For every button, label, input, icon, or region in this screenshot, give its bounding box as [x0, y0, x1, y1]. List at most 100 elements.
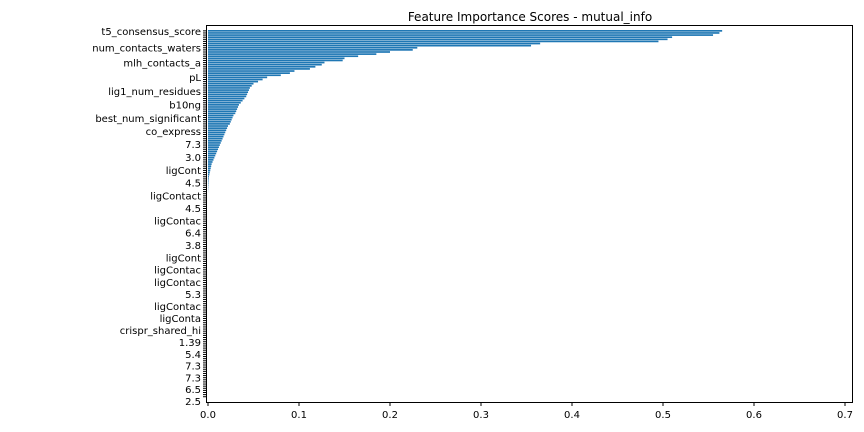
x-tick-label: 0.0: [200, 410, 216, 421]
y-tick-label: 7.3: [185, 374, 201, 385]
bar: [208, 36, 673, 39]
bar: [208, 93, 248, 96]
bar: [208, 95, 247, 98]
y-tick-label: ligContac: [154, 266, 201, 277]
y-tick-label: 7.3: [185, 140, 201, 151]
bar: [208, 51, 390, 53]
bar: [208, 161, 213, 163]
bar: [208, 57, 345, 60]
bar: [208, 123, 230, 125]
bar: [208, 38, 668, 41]
bar: [208, 167, 211, 170]
bar: [208, 125, 229, 127]
bar: [208, 142, 221, 144]
y-tick-label: 1.39: [179, 338, 201, 349]
bar: [208, 59, 343, 62]
x-tick-label: 0.1: [291, 410, 307, 421]
x-tick-label: 0.2: [382, 410, 398, 421]
bar: [208, 108, 238, 110]
bar: [208, 91, 249, 94]
y-tick-label: ligContac: [154, 302, 201, 313]
bar: [208, 156, 215, 159]
bar: [208, 178, 209, 180]
bar: [208, 104, 239, 106]
y-tick-label: 4.5: [185, 204, 201, 215]
bar: [208, 180, 209, 182]
y-tick-label: 6.4: [185, 229, 201, 240]
bar: [208, 110, 237, 113]
bar: [208, 70, 295, 72]
bar: [208, 154, 216, 157]
bar: [208, 175, 209, 178]
y-tick-label: pL: [189, 73, 201, 84]
bar: [208, 40, 659, 43]
bar: [208, 137, 223, 140]
bar: [208, 46, 418, 49]
y-tick-label: best_num_significant: [95, 114, 201, 125]
bar: [208, 61, 325, 64]
y-tick-label: t5_consensus_score: [101, 27, 201, 38]
bar: [208, 133, 225, 136]
y-tick-label: ligContac: [154, 216, 201, 227]
bar: [208, 112, 236, 115]
x-axis-ticks: 0.0 0.1 0.2 0.3 0.4 0.5 0.6 0.7: [200, 402, 853, 421]
bar: [208, 163, 212, 165]
y-tick-label: 5.4: [185, 350, 201, 361]
y-tick-label: ligContact: [150, 191, 201, 202]
y-tick-label: crispr_shared_hi: [120, 326, 201, 337]
bar: [208, 171, 210, 174]
y-tick-label: 7.3: [185, 362, 201, 373]
x-tick-label: 0.5: [655, 410, 671, 421]
y-tick-label: 2.5: [185, 397, 201, 408]
bar: [208, 53, 377, 55]
bar: [208, 76, 268, 79]
bar: [208, 74, 281, 77]
y-tick-label: ligCont: [166, 166, 201, 177]
bar: [208, 114, 234, 117]
x-tick-label: 0.4: [564, 410, 580, 421]
bar: [208, 44, 532, 47]
bar: [208, 89, 249, 91]
bar: [208, 82, 254, 85]
bar: [208, 30, 723, 32]
bar: [208, 106, 239, 108]
bar: [208, 99, 243, 102]
bar: [208, 87, 250, 89]
x-tick-label: 0.3: [473, 410, 489, 421]
bar: [208, 116, 233, 119]
bar: [208, 120, 231, 123]
y-tick-label: 6.5: [185, 385, 201, 396]
y-tick-label: ligContac: [154, 278, 201, 289]
y-tick-label: ligConta: [160, 314, 201, 325]
bar: [208, 146, 219, 149]
y-tick-label: 5.3: [185, 290, 201, 301]
y-tick-label: mlh_contacts_a: [123, 59, 201, 70]
bar: [208, 131, 226, 134]
plot-frame: [206, 25, 853, 403]
bar: [208, 135, 224, 138]
bar: [208, 165, 212, 168]
y-tick-label: num_contacts_waters: [92, 44, 201, 55]
bar: [208, 72, 290, 74]
bars-layer: [203, 30, 723, 398]
bar: [208, 49, 413, 51]
bar: [208, 65, 316, 68]
bar: [208, 80, 259, 83]
x-tick-label: 0.6: [746, 410, 762, 421]
bar: [208, 34, 714, 36]
y-tick-label: ligCont: [166, 253, 201, 264]
bar: [208, 55, 359, 58]
bar: [208, 97, 245, 100]
bar: [208, 42, 541, 45]
bar: [208, 129, 227, 132]
y-tick-label: 4.5: [185, 179, 201, 190]
bar: [208, 63, 322, 66]
bar: [208, 68, 310, 70]
y-tick-label: 3.0: [185, 153, 201, 164]
bar: [208, 32, 720, 34]
y-tick-label: 3.8: [185, 241, 201, 252]
bar: [208, 84, 252, 87]
y-tick-label: co_express: [146, 127, 201, 138]
bar: [208, 144, 220, 146]
